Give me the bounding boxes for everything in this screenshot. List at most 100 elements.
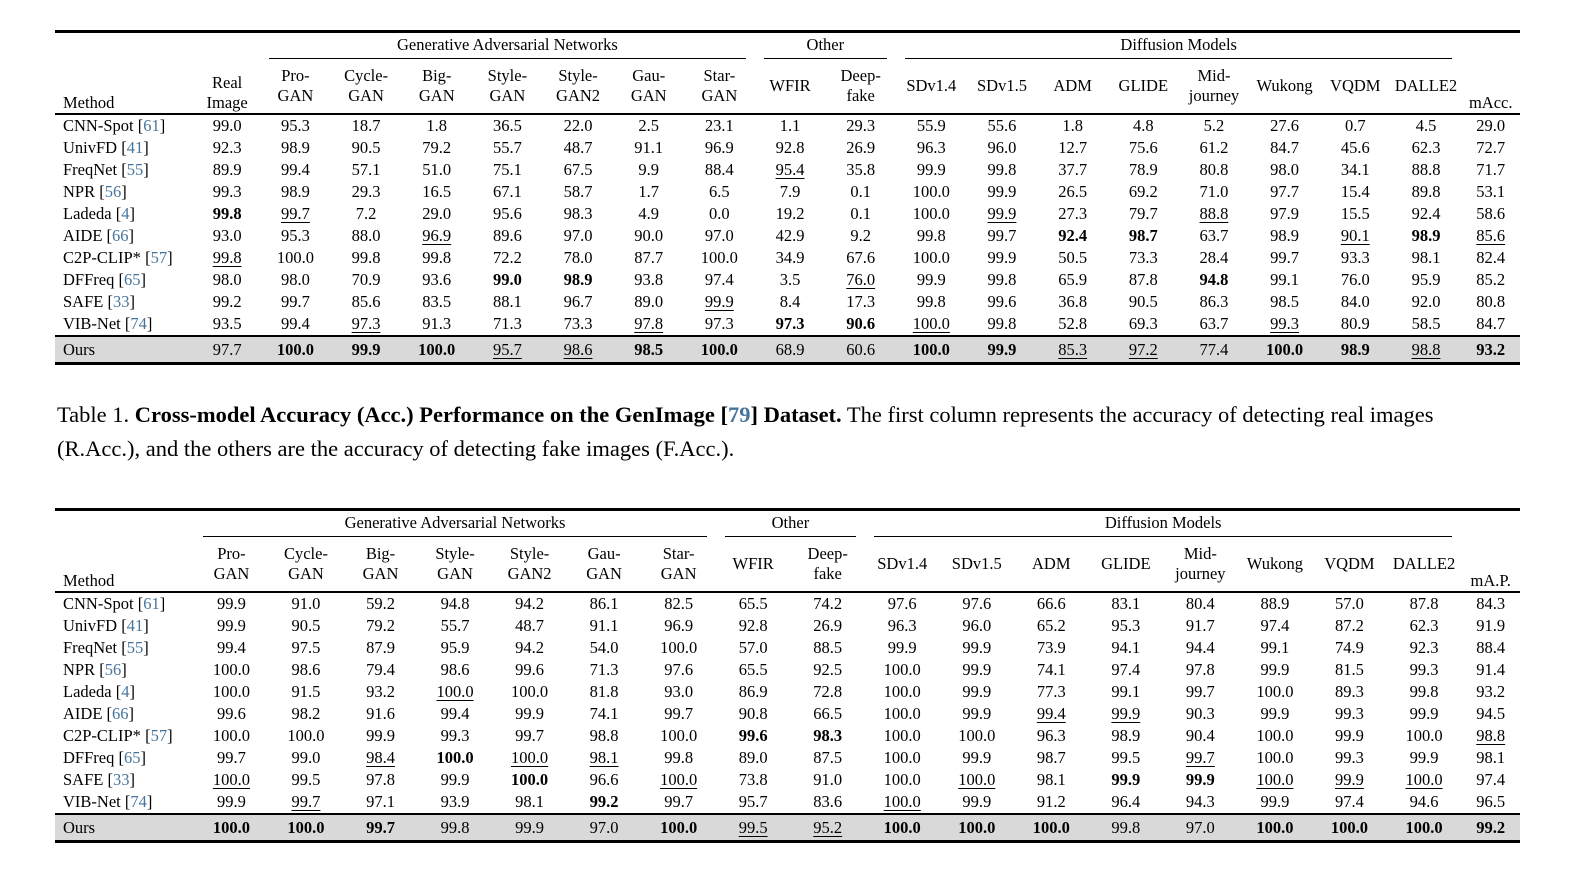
cell-value: 98.5 [1270, 292, 1300, 311]
cell-value: 100.0 [1032, 818, 1070, 837]
cell-value: 88.0 [351, 226, 381, 245]
citation-ref[interactable]: 61 [143, 594, 160, 613]
cell-value: 97.0 [563, 226, 593, 245]
citation-ref[interactable]: 41 [126, 138, 144, 157]
cell-value: 5.2 [1203, 116, 1225, 135]
citation-ref[interactable]: 57 [150, 248, 168, 267]
value-cell: 99.9 [194, 615, 269, 637]
cell-value: 91.9 [1476, 616, 1506, 635]
cell-value: 91.6 [366, 704, 395, 723]
citation-ref[interactable]: 56 [104, 182, 122, 201]
cell-value: 9.9 [638, 160, 660, 179]
value-cell: 100.0 [1386, 813, 1462, 843]
value-cell: 92.8 [755, 137, 826, 159]
cell-value: 1.8 [426, 116, 448, 135]
cell-value: 74.1 [589, 704, 619, 723]
method-name: Ours [63, 818, 96, 837]
value-cell: 58.7 [543, 181, 614, 203]
value-cell: 86.1 [567, 592, 642, 615]
value-cell: 26.5 [1037, 181, 1108, 203]
citation-ref[interactable]: 74 [130, 792, 147, 811]
value-cell: 99.4 [260, 313, 331, 336]
value-cell: 95.3 [260, 225, 331, 247]
value-cell: 97.4 [684, 269, 755, 291]
value-cell: 93.2 [343, 681, 418, 703]
value-cell: 99.9 [492, 813, 567, 843]
citation-ref[interactable]: 4 [121, 204, 130, 223]
col-header: ADM [1014, 537, 1089, 593]
citation-ref[interactable]: 66 [112, 704, 129, 723]
cell-value: 35.8 [846, 160, 876, 179]
cell-value: 99.9 [1185, 770, 1215, 789]
value-cell: 99.9 [330, 335, 402, 365]
value-cell: 99.9 [967, 247, 1038, 269]
citation-ref[interactable]: 55 [126, 160, 144, 179]
cell-value: 71.3 [589, 660, 619, 679]
cell-value: 99.8 [440, 818, 470, 837]
cell-value: 100.0 [212, 682, 250, 701]
value-cell: 99.9 [966, 335, 1038, 365]
citation-ref[interactable]: 65 [123, 748, 141, 767]
cell-value: 76.0 [846, 270, 876, 289]
citation-ref[interactable]: 65 [123, 270, 141, 289]
cell-value: 88.5 [813, 638, 843, 657]
value-cell: 92.4 [1037, 225, 1108, 247]
citation-ref[interactable]: 74 [130, 314, 147, 333]
cell-value: 82.4 [1476, 248, 1506, 267]
cell-value: 1.7 [638, 182, 660, 201]
value-cell: 95.4 [755, 159, 826, 181]
cell-value: 72.7 [1476, 138, 1506, 157]
value-cell: 97.4 [1238, 615, 1313, 637]
value-cell: 53.1 [1461, 181, 1520, 203]
cell-value: 95.6 [492, 204, 522, 223]
value-cell: 4.8 [1108, 114, 1179, 137]
value-cell: 76.0 [825, 269, 896, 291]
cell-value: 99.6 [987, 292, 1017, 311]
citation-ref[interactable]: 56 [104, 660, 122, 679]
citation-ref[interactable]: 33 [112, 292, 130, 311]
col-header: Deep- fake [790, 537, 865, 593]
table-row: Ladeda [4] 99.8 99.7 7.2 29.0 95.6 98.3 4.9 0.0 1… [55, 203, 1520, 225]
value-cell: 99.3 [1312, 703, 1387, 725]
cell-value: 99.9 [704, 292, 734, 311]
method-cell: C2P-CLIP* [57] [63, 726, 173, 745]
citation-ref-79[interactable]: 79 [727, 402, 751, 427]
table-header: Method Real Image Generative Adversarial N… [55, 31, 1520, 115]
cell-value: 100.0 [883, 818, 921, 837]
cell-value: 82.5 [664, 594, 694, 613]
col-header: Pro- GAN [260, 59, 331, 115]
table-row: FreqNet [55] 89.9 99.4 57.1 51.0 75.1 67.5 9.9 8… [55, 159, 1520, 181]
cell-value: 99.9 [217, 792, 246, 811]
value-cell: 5.2 [1179, 114, 1250, 137]
value-cell: 99.6 [194, 703, 269, 725]
value-cell: 51.0 [401, 159, 472, 181]
citation-ref[interactable]: 33 [112, 770, 130, 789]
citation-ref[interactable]: 57 [150, 726, 168, 745]
cell-value: 67.6 [846, 248, 876, 267]
cell-value: 97.8 [634, 314, 664, 333]
citation-ref[interactable]: 66 [112, 226, 129, 245]
cell-value: 98.8 [589, 726, 619, 745]
cell-value: 94.2 [515, 594, 544, 613]
citation-ref[interactable]: 41 [126, 616, 144, 635]
cell-value: 79.7 [1128, 204, 1158, 223]
ours-row: Ours 100.0 100.0 99.7 99.8 99.9 97.0 100.0 99.5 9… [55, 813, 1520, 843]
value-cell: 99.9 [967, 203, 1038, 225]
citation-ref[interactable]: 4 [121, 682, 130, 701]
value-cell: 78.9 [1108, 159, 1179, 181]
method-name: AIDE [63, 704, 103, 723]
value-cell: 100.0 [268, 813, 344, 843]
cell-value: 91.1 [634, 138, 664, 157]
value-cell: 92.3 [194, 137, 260, 159]
cell-value: 93.2 [1476, 682, 1506, 701]
citation-ref[interactable]: 55 [126, 638, 144, 657]
value-cell: 95.9 [1391, 269, 1462, 291]
value-cell: 88.5 [790, 637, 865, 659]
citation-ref[interactable]: 61 [143, 116, 160, 135]
cell-value: 15.5 [1340, 204, 1370, 223]
method-name: DFFreq [63, 748, 115, 767]
value-cell: 100.0 [1237, 813, 1313, 843]
cell-value: 100.0 [287, 818, 325, 837]
value-cell: 100.0 [194, 659, 269, 681]
value-cell: 99.8 [641, 747, 716, 769]
